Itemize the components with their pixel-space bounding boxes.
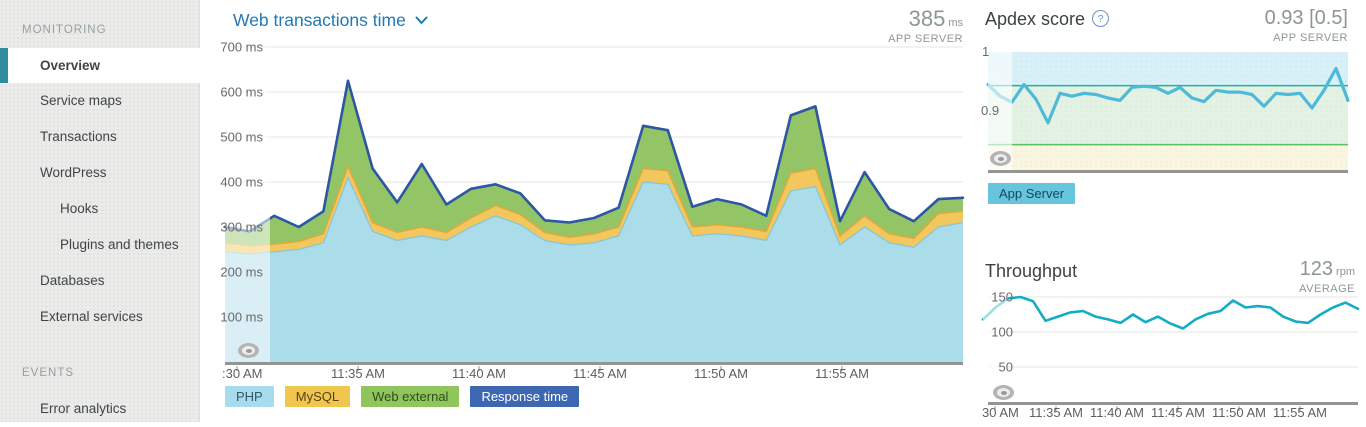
value-number: 123 xyxy=(1299,258,1334,280)
sidebar-item-overview[interactable]: Overview xyxy=(0,48,212,83)
apdex-title-text: Apdex score xyxy=(985,9,1086,29)
y-tick-label: 100 xyxy=(991,325,1013,340)
sidebar-section-events: EVENTS xyxy=(22,367,75,379)
y-tick-label: 1 xyxy=(982,44,989,59)
value-scope: AVERAGE xyxy=(1299,283,1355,295)
throughput-current-value: 123 rpm AVERAGE xyxy=(1155,258,1355,296)
x-tick-label: :30 AM xyxy=(222,366,262,381)
value-number: 0.93 [0.5] xyxy=(1264,7,1348,29)
x-tick-label: 11:50 AM xyxy=(694,366,748,381)
web-transactions-current-value: 385 ms APP SERVER xyxy=(763,6,963,46)
apdex-title: Apdex score ? xyxy=(985,9,1110,30)
x-tick-label: 11:40 AM xyxy=(452,366,506,381)
sidebar-item-hooks[interactable]: Hooks xyxy=(60,201,99,216)
throughput-title-text: Throughput xyxy=(985,261,1078,281)
x-tick-label: 11:35 AM xyxy=(331,366,385,381)
sidebar-item-transactions[interactable]: Transactions xyxy=(40,129,117,144)
sidebar-section-monitoring: MONITORING xyxy=(22,24,107,36)
y-tick-label: 50 xyxy=(999,360,1013,375)
web-transactions-legend: PHP MySQL Web external Response time xyxy=(225,386,590,407)
legend-chip-web-external[interactable]: Web external xyxy=(361,386,460,407)
value-scope: APP SERVER xyxy=(1273,32,1348,44)
legend-chip-response-time[interactable]: Response time xyxy=(470,386,580,407)
legend-chip-mysql[interactable]: MySQL xyxy=(284,386,351,407)
legend-chip-php[interactable]: PHP xyxy=(225,386,274,407)
value-unit: ms xyxy=(948,17,963,29)
x-tick-label: 11:55 AM xyxy=(1273,405,1327,420)
x-tick-label: 11:40 AM xyxy=(1090,405,1144,420)
embed-chart-icon[interactable] xyxy=(990,151,1011,166)
throughput-title: Throughput xyxy=(985,261,1077,282)
sidebar-item-databases[interactable]: Databases xyxy=(40,273,105,288)
value-unit: rpm xyxy=(1336,266,1355,278)
y-tick-label: 500 ms xyxy=(220,130,263,145)
apdex-chart[interactable]: 10.9 xyxy=(981,44,1350,173)
web-transactions-chart[interactable]: 700 ms 600 ms 500 ms 400 ms 300 ms 200 ms 100 … xyxy=(220,40,965,382)
x-tick-label: 11:55 AM xyxy=(815,366,869,381)
legend-chip-app-server[interactable]: App Server xyxy=(988,183,1076,204)
chevron-down-icon xyxy=(415,16,428,24)
sidebar-item-plugins-and-themes[interactable]: Plugins and themes xyxy=(60,237,179,252)
sidebar-item-error-analytics[interactable]: Error analytics xyxy=(40,401,127,416)
sidebar: MONITORING Overview Service maps Transactio… xyxy=(0,0,212,422)
y-tick-label: 100 ms xyxy=(220,310,263,325)
x-tick-label: 11:45 AM xyxy=(1151,405,1205,420)
embed-chart-icon[interactable] xyxy=(238,343,259,358)
apdex-current-value: 0.93 [0.5] APP SERVER xyxy=(1148,7,1348,45)
x-tick-label: 11:45 AM xyxy=(573,366,627,381)
web-transactions-title-dropdown[interactable]: Web transactions time xyxy=(233,10,428,31)
embed-chart-icon[interactable] xyxy=(993,385,1014,400)
y-tick-label: 600 ms xyxy=(220,85,263,100)
value-number: 385 xyxy=(908,6,946,31)
y-tick-label: 150 xyxy=(991,290,1013,305)
sidebar-item-service-maps[interactable]: Service maps xyxy=(40,93,122,108)
x-tick-label: 11:50 AM xyxy=(1212,405,1266,420)
page-chart-title: Web transactions time xyxy=(233,10,406,30)
x-tick-label: 30 AM xyxy=(982,405,1019,420)
y-tick-label: 400 ms xyxy=(220,175,263,190)
sidebar-item-external-services[interactable]: External services xyxy=(40,309,143,324)
x-tick-label: 11:35 AM xyxy=(1029,405,1083,420)
y-tick-label: 200 ms xyxy=(220,265,263,280)
sidebar-item-wordpress[interactable]: WordPress xyxy=(40,165,107,180)
y-tick-label: 0.9 xyxy=(981,103,999,118)
value-scope: APP SERVER xyxy=(888,33,963,46)
y-tick-label: 300 ms xyxy=(220,220,263,235)
throughput-chart[interactable]: 150 100 50 30 AM 11:35 AM 11:40 AM 11:45 AM 11:… xyxy=(981,290,1360,421)
help-icon[interactable]: ? xyxy=(1092,10,1110,27)
y-tick-label: 700 ms xyxy=(220,40,263,55)
